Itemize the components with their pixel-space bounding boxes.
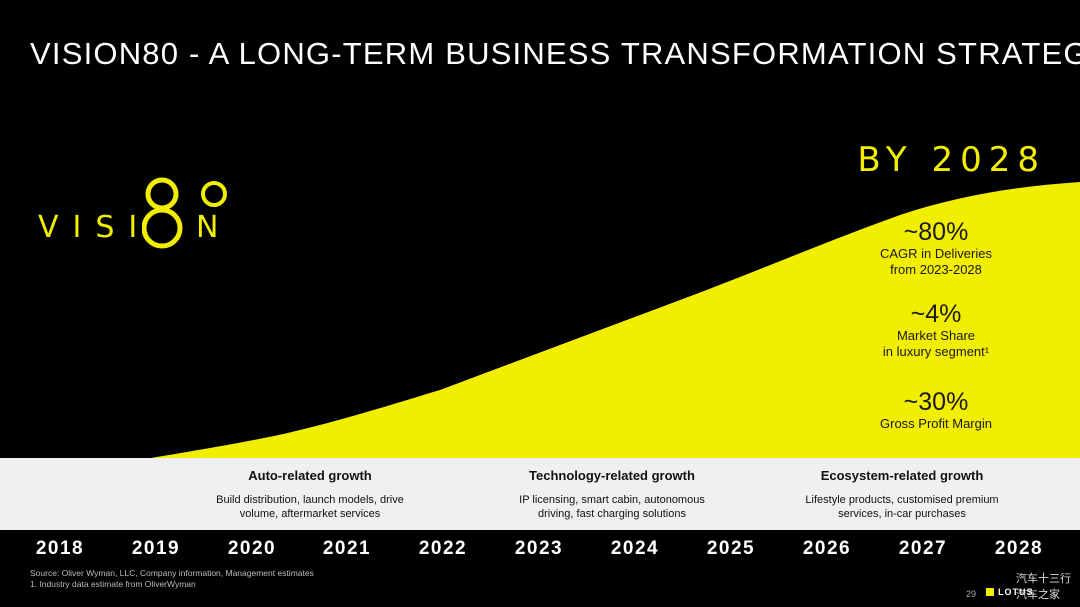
growth-desc: services, in-car purchases — [838, 508, 966, 520]
stat-cagr: ~80% CAGR in Deliveries from 2023-2028 — [856, 218, 1016, 278]
growth-desc: driving, fast charging solutions — [538, 508, 686, 520]
growth-band: Auto-related growth Build distribution, … — [0, 458, 1080, 530]
page-title: VISION80 - A LONG-TERM BUSINESS TRANSFOR… — [30, 36, 1080, 71]
year-label: 2020 — [227, 538, 277, 559]
stat-label: in luxury segment¹ — [882, 344, 990, 359]
stat-label: from 2023-2028 — [890, 262, 982, 277]
growth-desc: Lifestyle products, customised premium — [805, 494, 999, 506]
stat-label: Market Share — [896, 328, 976, 343]
page-number: 29 — [966, 589, 977, 599]
year-label: 2018 — [35, 538, 85, 559]
stat-market-share: ~4% Market Share in luxury segment¹ — [856, 300, 1016, 360]
year-label: 2022 — [418, 538, 468, 559]
stat-value: ~30% — [903, 388, 969, 416]
year-label: 2028 — [994, 538, 1044, 559]
source-line: Source: Oliver Wyman, LLC, Company infor… — [30, 568, 314, 578]
logo-80-mark — [142, 177, 227, 249]
stat-label: Gross Profit Margin — [880, 416, 992, 431]
growth-area — [140, 182, 1080, 460]
year-label: 2027 — [898, 538, 948, 559]
year-label: 2026 — [802, 538, 852, 559]
growth-desc: IP licensing, smart cabin, autonomous — [519, 494, 705, 506]
growth-desc: Build distribution, launch models, drive — [216, 494, 404, 506]
watermark-line: 汽车之家 — [1016, 589, 1060, 601]
source-note: Source: Oliver Wyman, LLC, Company infor… — [30, 568, 314, 590]
brand-square-icon — [986, 588, 994, 596]
year-label: 2023 — [514, 538, 564, 559]
footnote-line: 1. Industry data estimate from OliverWym… — [30, 579, 196, 589]
brand-logo: LOTUS — [998, 587, 1034, 597]
stat-label: CAGR in Deliveries — [880, 246, 992, 261]
stat-gross-margin: ~30% Gross Profit Margin — [856, 388, 1016, 432]
stat-value: ~4% — [910, 300, 962, 328]
growth-column-auto: Auto-related growth Build distribution, … — [170, 468, 450, 521]
logo-text-right: N — [196, 210, 233, 245]
growth-title: Ecosystem-related growth — [820, 468, 984, 483]
year-axis: 2018 2019 2020 2021 2022 2023 2024 2025 … — [0, 538, 1080, 562]
logo-text-left: VISI — [38, 210, 152, 245]
growth-column-technology: Technology-related growth IP licensing, … — [472, 468, 752, 521]
growth-title: Auto-related growth — [248, 468, 372, 483]
target-year-headline: BY 2028 — [857, 140, 1046, 180]
watermark-line: 汽车十三行 — [1016, 573, 1071, 585]
growth-desc: volume, aftermarket services — [239, 508, 381, 520]
growth-title: Technology-related growth — [529, 468, 695, 483]
year-label: 2025 — [706, 538, 756, 559]
watermark: 汽车十三行 汽车之家 — [1016, 571, 1071, 603]
year-label: 2021 — [322, 538, 372, 559]
stat-value: ~80% — [903, 218, 969, 246]
growth-column-ecosystem: Ecosystem-related growth Lifestyle produ… — [762, 468, 1042, 521]
year-label: 2019 — [131, 538, 181, 559]
year-label: 2024 — [610, 538, 660, 559]
